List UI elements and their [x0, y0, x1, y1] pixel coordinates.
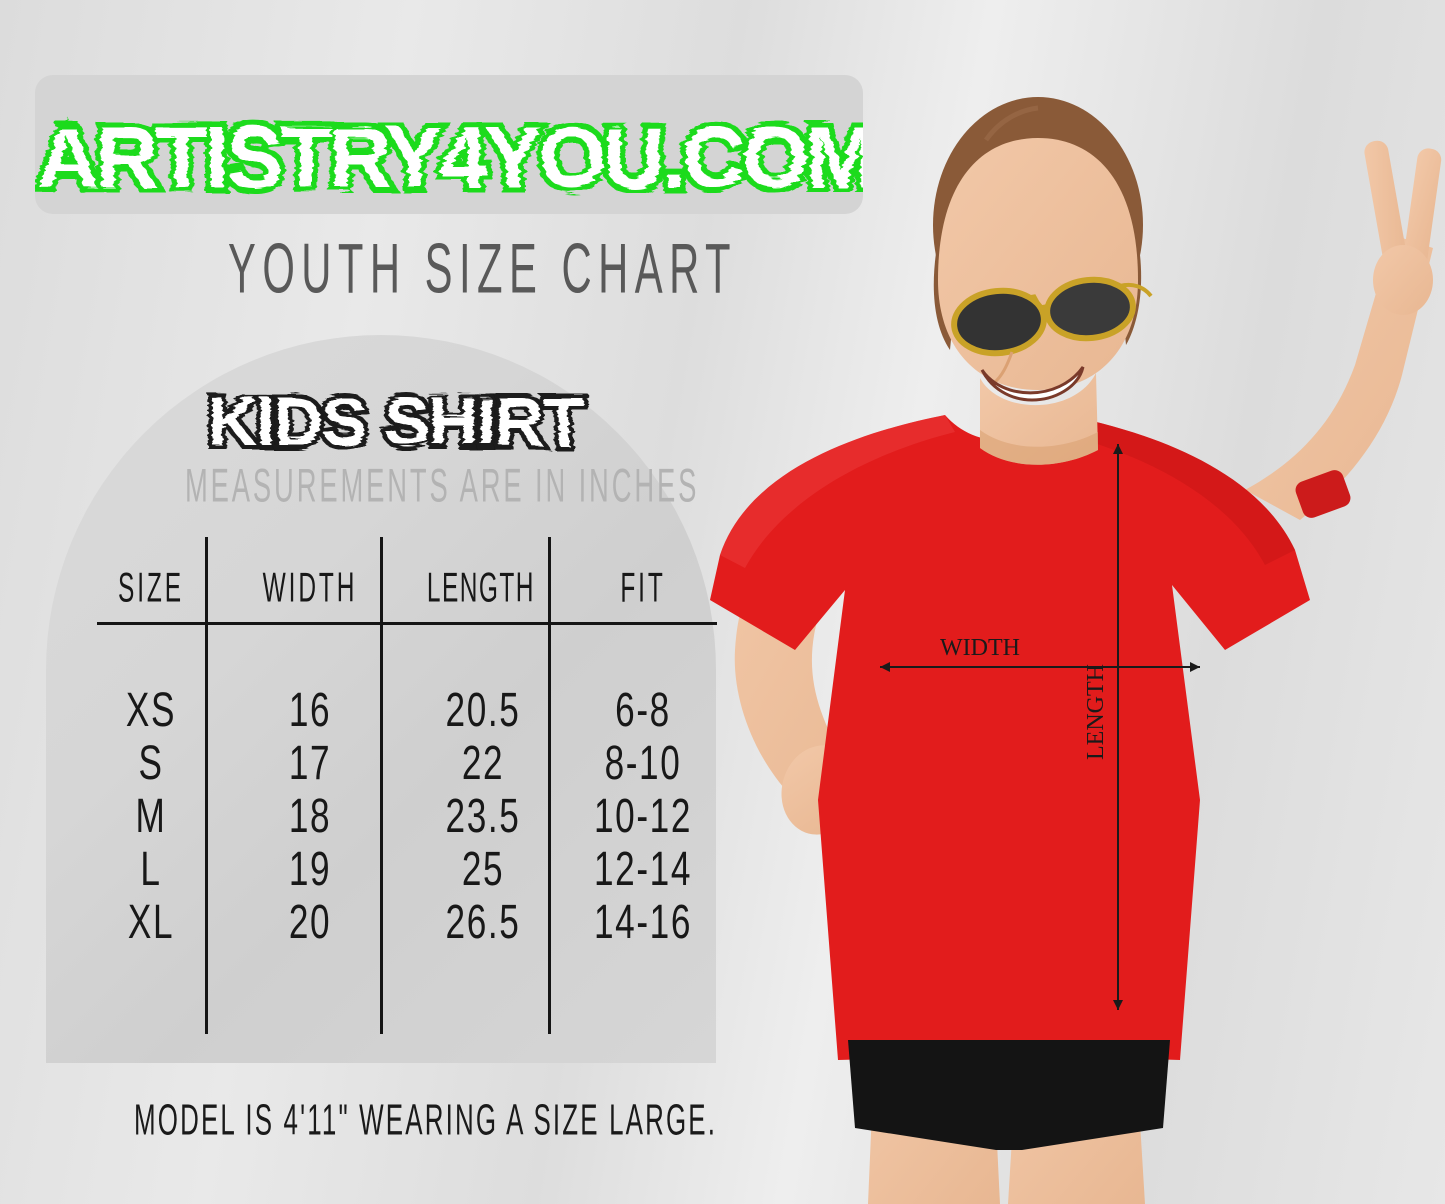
svg-text:WIDTH: WIDTH — [940, 635, 1020, 661]
svg-text:LENGTH: LENGTH — [1083, 664, 1109, 760]
